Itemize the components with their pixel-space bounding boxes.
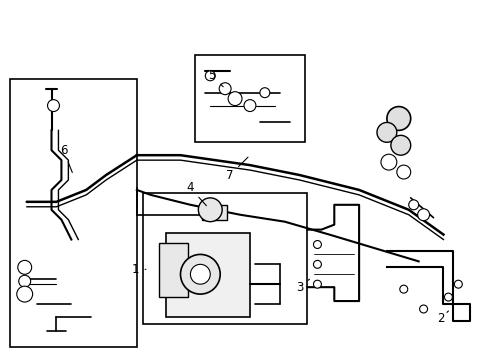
Circle shape (386, 107, 410, 130)
Bar (165, 233, 249, 317)
Text: 1: 1 (132, 263, 146, 276)
Circle shape (180, 255, 220, 294)
Text: 7: 7 (226, 157, 247, 181)
Circle shape (390, 135, 410, 155)
Text: 6: 6 (60, 144, 72, 172)
Bar (142, 193, 306, 324)
Circle shape (259, 88, 269, 98)
Circle shape (47, 100, 60, 112)
Circle shape (313, 240, 321, 248)
Text: 4: 4 (186, 181, 206, 206)
Circle shape (198, 198, 222, 222)
Text: 5: 5 (208, 69, 223, 87)
Bar (202, 205, 226, 220)
Circle shape (190, 264, 210, 284)
Circle shape (313, 280, 321, 288)
Text: 3: 3 (295, 279, 309, 294)
Circle shape (453, 280, 461, 288)
Circle shape (228, 92, 242, 105)
Circle shape (313, 260, 321, 268)
Circle shape (17, 286, 33, 302)
Circle shape (376, 122, 396, 142)
Circle shape (444, 293, 451, 301)
Circle shape (419, 305, 427, 313)
Circle shape (396, 165, 410, 179)
Circle shape (380, 154, 396, 170)
Circle shape (408, 200, 418, 210)
Bar (195, 55, 304, 142)
Circle shape (219, 83, 231, 95)
Bar (10, 79, 137, 347)
Circle shape (244, 100, 255, 112)
Circle shape (18, 260, 32, 274)
Circle shape (417, 209, 428, 221)
Circle shape (399, 285, 407, 293)
Circle shape (205, 71, 215, 81)
Circle shape (19, 275, 31, 287)
Text: 2: 2 (436, 311, 447, 325)
Bar (158, 243, 188, 297)
